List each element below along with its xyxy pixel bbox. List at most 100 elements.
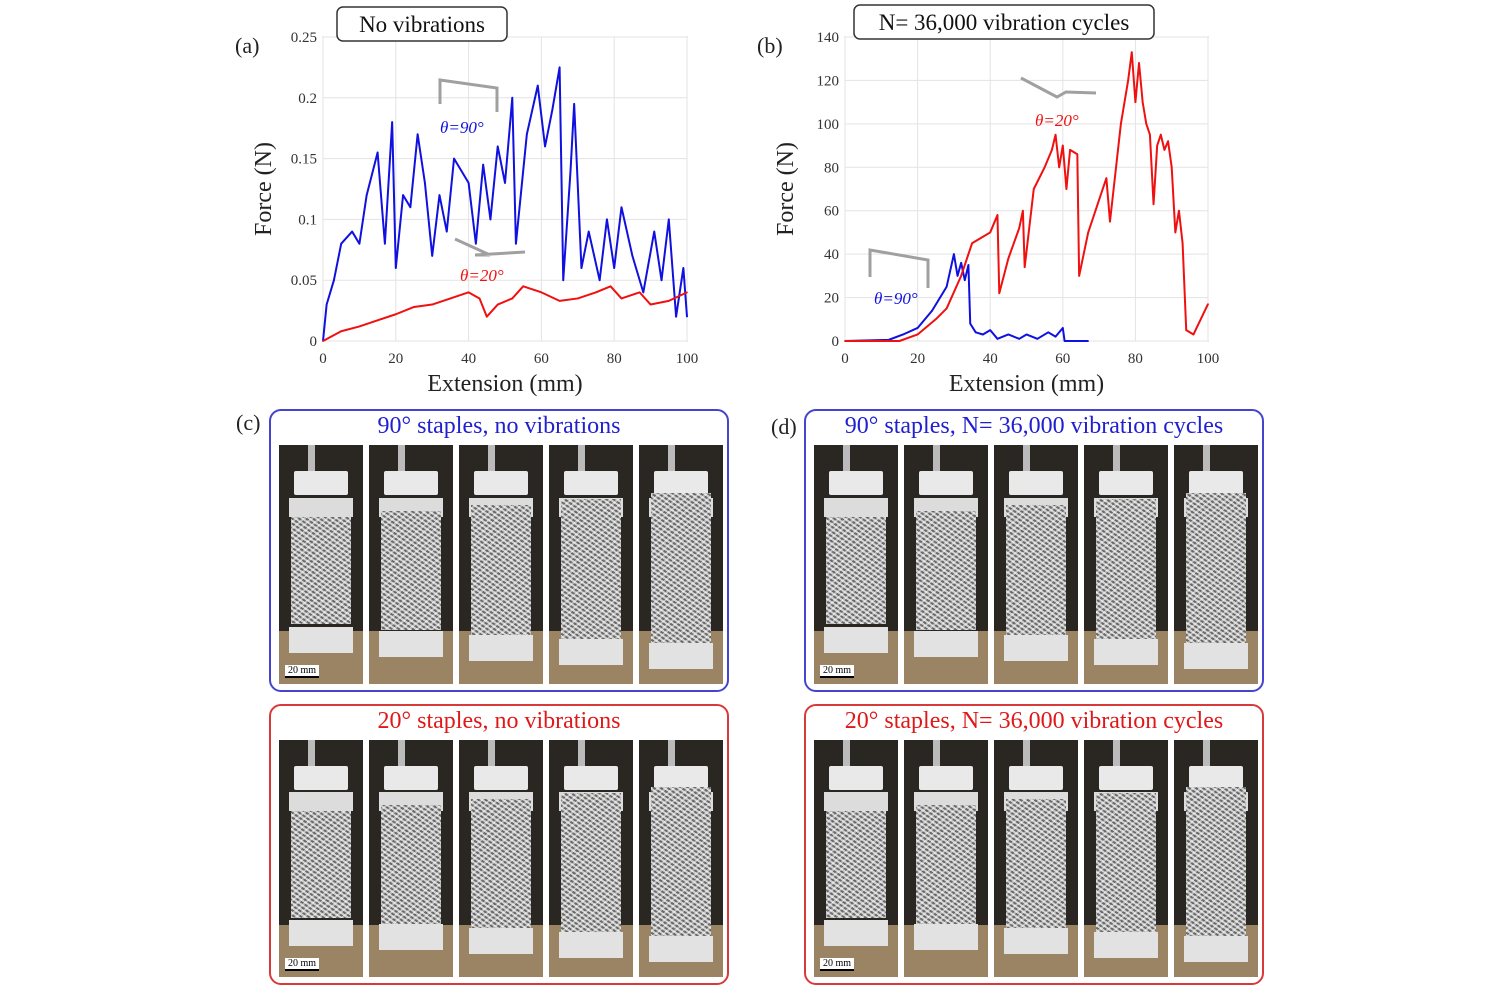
x-tick-label: 60 <box>1055 351 1070 367</box>
data-point <box>1149 133 1151 136</box>
data-point <box>1069 149 1071 151</box>
bottom-clamp <box>1004 634 1068 661</box>
data-point <box>478 297 481 300</box>
specimen-photo <box>904 445 988 684</box>
data-point <box>438 194 441 196</box>
chart-a: 0 20 40 60 80 100 0 0.05 0.1 0.15 0.2 0.25 Extension… <box>235 6 698 397</box>
data-point <box>515 242 517 245</box>
chart-title: No vibrations <box>359 12 485 37</box>
staple-packing <box>1185 492 1247 649</box>
bottom-clamp <box>914 924 978 951</box>
x-axis-label: Extension (mm) <box>427 371 582 397</box>
series-label: θ=20° <box>1035 111 1079 130</box>
data-point <box>916 333 919 336</box>
data-point <box>475 242 477 245</box>
data-point <box>1036 338 1039 340</box>
data-point <box>1078 275 1080 277</box>
data-point <box>638 291 641 294</box>
data-point <box>577 297 579 300</box>
top-clamp <box>384 471 438 496</box>
top-clamp-plate <box>824 497 888 517</box>
data-point <box>1022 209 1024 212</box>
data-point <box>573 103 575 105</box>
bottom-clamp <box>649 642 713 669</box>
data-point <box>660 279 663 282</box>
data-point <box>424 182 426 184</box>
staple-packing <box>560 498 622 643</box>
y-tick-label: 0.15 <box>291 152 317 168</box>
specimen-photo <box>639 740 723 977</box>
specimen-photo <box>459 740 543 977</box>
y-tick-label: 0.2 <box>298 91 317 107</box>
load-rod <box>1023 445 1031 474</box>
series-label: θ=20° <box>460 266 504 285</box>
chart-b: 0 20 40 60 80 100 0 20 40 60 80 100 120 140 Extension … <box>757 4 1219 397</box>
data-point <box>489 218 492 221</box>
y-tick-label: 100 <box>817 117 840 133</box>
chart-title: N= 36,000 vibration cycles <box>879 10 1130 35</box>
data-point <box>1134 101 1137 103</box>
data-point <box>1043 166 1046 169</box>
data-point <box>1065 188 1068 190</box>
staple-packing <box>650 787 712 942</box>
data-point <box>675 315 677 318</box>
data-point <box>522 285 524 288</box>
data-point <box>402 194 404 196</box>
scale-bar: 20 mm <box>820 665 855 678</box>
data-point <box>649 303 652 306</box>
data-point <box>1076 153 1079 156</box>
specimen-photo: 20 mm <box>279 445 363 684</box>
specimen-photo <box>639 445 723 684</box>
staple-packing <box>1095 498 1157 643</box>
specimen-photo <box>369 445 453 684</box>
data-point <box>413 306 415 308</box>
load-rod <box>308 740 316 769</box>
top-clamp-plate <box>289 497 353 517</box>
data-point <box>1163 149 1166 151</box>
load-rod <box>843 740 851 769</box>
specimen-photo <box>1174 445 1258 684</box>
top-clamp <box>384 766 438 790</box>
title-box <box>336 6 508 42</box>
load-rod <box>1113 740 1121 769</box>
data-point <box>358 242 361 245</box>
specimen-photo <box>549 740 633 977</box>
data-point <box>1120 123 1122 125</box>
data-point <box>967 264 970 266</box>
top-clamp <box>1009 471 1063 496</box>
y-tick-label: 20 <box>824 291 839 307</box>
y-tick-label: 40 <box>824 247 839 263</box>
bottom-clamp <box>289 626 353 653</box>
y-axis-label: Force (N) <box>251 142 277 236</box>
data-point <box>1192 333 1195 336</box>
bottom-clamp <box>559 931 623 959</box>
data-point <box>620 297 623 300</box>
data-point <box>598 279 601 282</box>
load-rod <box>1203 740 1211 769</box>
data-point <box>416 133 419 136</box>
load-rod <box>1203 445 1211 474</box>
photo-box-c-90: 90° staples, no vibrations 20 mm <box>269 409 729 692</box>
load-rod <box>488 740 496 769</box>
data-point <box>1185 329 1188 331</box>
bottom-clamp <box>1094 931 1158 959</box>
title-box <box>853 4 1155 40</box>
data-point <box>453 157 455 160</box>
specimen-photo <box>369 740 453 977</box>
top-clamp <box>829 766 883 790</box>
top-clamp <box>654 766 708 790</box>
data-point <box>496 303 499 306</box>
data-point <box>340 242 343 245</box>
data-point <box>1109 220 1111 223</box>
data-point <box>931 309 933 312</box>
staple-icon <box>1020 76 1097 99</box>
data-point <box>496 145 499 148</box>
bottom-clamp <box>1184 935 1248 962</box>
data-point <box>322 340 324 342</box>
data-point <box>1181 242 1184 245</box>
data-point <box>1007 257 1010 260</box>
data-point <box>989 329 991 331</box>
data-point <box>511 97 514 99</box>
bottom-clamp <box>1094 638 1158 665</box>
data-point <box>844 340 846 342</box>
